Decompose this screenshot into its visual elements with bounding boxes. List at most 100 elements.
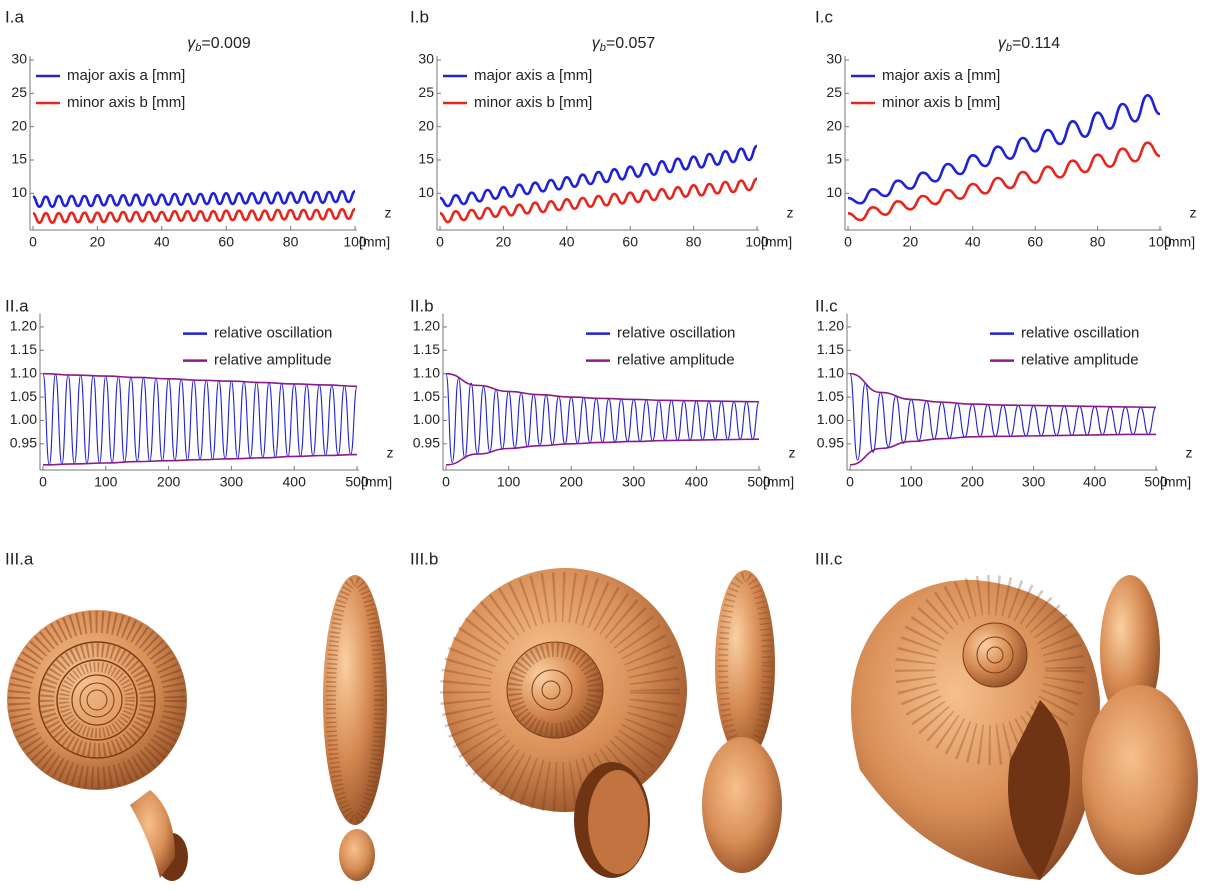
series-line xyxy=(446,374,759,463)
y-tick-label: 15 xyxy=(11,151,27,167)
y-tick-label: 1.10 xyxy=(413,364,440,380)
y-tick-label: 1.20 xyxy=(413,318,440,334)
x-axis-label: z xyxy=(789,445,796,461)
y-tick-label: 10 xyxy=(826,184,842,200)
x-tick-label: 20 xyxy=(90,234,106,250)
y-tick-label: 1.05 xyxy=(817,388,844,404)
legend-label: relative oscillation xyxy=(214,325,332,342)
y-tick-label: 1.15 xyxy=(413,341,440,357)
panel-label: II.c xyxy=(815,296,838,315)
x-tick-label: 80 xyxy=(283,234,299,250)
panel-label: I.c xyxy=(815,7,833,26)
panel-label: III.a xyxy=(5,549,34,568)
y-tick-label: 1.00 xyxy=(817,411,844,427)
x-tick-label: 40 xyxy=(965,234,981,250)
y-tick-label: 0.95 xyxy=(817,435,844,451)
legend-label: relative amplitude xyxy=(617,352,735,369)
x-tick-label: 0 xyxy=(39,474,47,490)
y-tick-label: 1.20 xyxy=(10,318,37,334)
x-tick-label: 300 xyxy=(220,474,244,490)
legend-label: relative amplitude xyxy=(214,352,332,369)
x-tick-label: 400 xyxy=(1083,474,1107,490)
x-axis-label: z xyxy=(1190,205,1197,221)
panel-label: II.b xyxy=(410,296,434,315)
y-tick-label: 1.05 xyxy=(10,388,37,404)
x-axis-unit: [mm] xyxy=(1160,474,1191,490)
x-tick-label: 0 xyxy=(436,234,444,250)
series-line xyxy=(850,374,1156,408)
panel-label: I.b xyxy=(410,7,429,26)
x-tick-label: 0 xyxy=(844,234,852,250)
legend-label: relative oscillation xyxy=(617,325,735,342)
y-tick-label: 1.10 xyxy=(10,364,37,380)
y-tick-label: 10 xyxy=(418,184,434,200)
x-axis-label: z xyxy=(1186,445,1193,461)
y-tick-label: 30 xyxy=(826,51,842,67)
page: {"chart_data":[ {"type":"line","panel_la… xyxy=(0,0,1217,890)
series-line xyxy=(446,374,759,402)
y-tick-label: 20 xyxy=(418,117,434,133)
y-tick-label: 15 xyxy=(418,151,434,167)
title-value: =0.057 xyxy=(606,35,655,52)
x-axis-unit: [mm] xyxy=(761,234,792,250)
x-axis-label: z xyxy=(385,205,392,221)
y-tick-label: 1.00 xyxy=(413,411,440,427)
x-axis-unit: [mm] xyxy=(763,474,794,490)
y-tick-label: 25 xyxy=(826,84,842,100)
series-line xyxy=(440,179,757,222)
series-line xyxy=(33,209,355,222)
legend-label: minor axis b [mm] xyxy=(67,94,185,111)
x-tick-label: 300 xyxy=(1022,474,1046,490)
panel-label: III.c xyxy=(815,549,843,568)
legend-label: major axis a [mm] xyxy=(474,67,592,84)
series-line xyxy=(43,374,357,387)
series-line xyxy=(43,455,357,465)
y-tick-label: 25 xyxy=(418,84,434,100)
y-tick-label: 15 xyxy=(826,151,842,167)
y-tick-label: 1.15 xyxy=(817,341,844,357)
title-value: =0.114 xyxy=(1012,35,1060,52)
y-tick-label: 20 xyxy=(11,117,27,133)
panel-label: II.a xyxy=(5,296,29,315)
y-tick-label: 30 xyxy=(11,51,27,67)
x-axis-label: z xyxy=(387,445,394,461)
x-tick-label: 80 xyxy=(1090,234,1106,250)
legend-label: minor axis b [mm] xyxy=(882,94,1000,111)
legend-label: minor axis b [mm] xyxy=(474,94,592,111)
y-tick-label: 1.10 xyxy=(817,364,844,380)
y-tick-label: 1.05 xyxy=(413,388,440,404)
x-tick-label: 40 xyxy=(154,234,170,250)
title-value: =0.009 xyxy=(201,35,250,52)
panel-label: I.a xyxy=(5,7,24,26)
legend-label: major axis a [mm] xyxy=(67,67,185,84)
x-axis-unit: [mm] xyxy=(361,474,392,490)
y-tick-label: 20 xyxy=(826,117,842,133)
y-tick-label: 0.95 xyxy=(413,435,440,451)
x-tick-label: 20 xyxy=(496,234,512,250)
shell-front-a xyxy=(7,610,188,881)
x-tick-label: 60 xyxy=(622,234,638,250)
x-tick-label: 400 xyxy=(685,474,709,490)
series-line xyxy=(446,439,759,465)
figure: III.a III.b III.c xyxy=(0,0,1217,890)
shell-side-b xyxy=(702,570,782,873)
chart-title: γb=0.057 xyxy=(592,35,656,54)
legend-label: relative amplitude xyxy=(1021,352,1139,369)
legend-label: major axis a [mm] xyxy=(882,67,1000,84)
y-tick-label: 25 xyxy=(11,84,27,100)
y-tick-label: 10 xyxy=(11,184,27,200)
x-tick-label: 200 xyxy=(560,474,584,490)
x-tick-label: 100 xyxy=(94,474,118,490)
x-axis-label: z xyxy=(787,205,794,221)
shell-front-b xyxy=(443,568,687,878)
x-tick-label: 300 xyxy=(622,474,646,490)
x-tick-label: 0 xyxy=(846,474,854,490)
x-tick-label: 80 xyxy=(686,234,702,250)
chart-title: γb=0.114 xyxy=(998,35,1060,54)
y-tick-label: 1.00 xyxy=(10,411,37,427)
x-tick-label: 20 xyxy=(903,234,919,250)
x-tick-label: 40 xyxy=(559,234,575,250)
series-line xyxy=(848,95,1160,203)
x-tick-label: 60 xyxy=(218,234,234,250)
x-axis-unit: [mm] xyxy=(1164,234,1195,250)
